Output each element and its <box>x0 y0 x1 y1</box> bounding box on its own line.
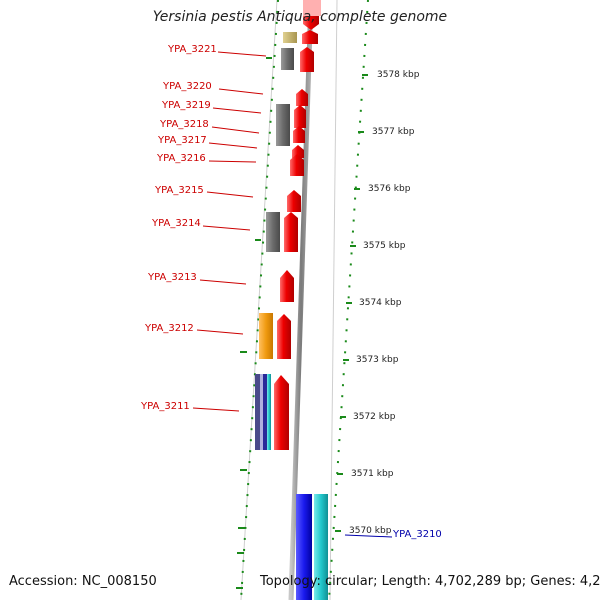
scale-tick-label: 3573 kbp <box>356 355 399 365</box>
backbone-edge-left <box>240 0 278 600</box>
red-cds <box>302 30 318 44</box>
cds-3212 <box>277 314 291 359</box>
cds-3215 <box>287 190 301 212</box>
cyan-feature-3210 <box>314 494 328 600</box>
scale-tick-label: 3578 kbp <box>377 70 420 80</box>
gc-skew-marks <box>236 57 272 589</box>
scale-tick-label: 3570 kbp <box>349 526 392 536</box>
gene-label-ypa-3212[interactable]: YPA_3212 <box>145 323 194 334</box>
gc-track-left <box>240 0 279 600</box>
gene-label-ypa-3221[interactable]: YPA_3221 <box>168 44 217 55</box>
cds-3220 <box>296 89 308 106</box>
cds-3219 <box>294 105 306 128</box>
gene-label-ypa-3217[interactable]: YPA_3217 <box>158 135 207 146</box>
gene-label-ypa-3216[interactable]: YPA_3216 <box>157 153 206 164</box>
scale-tick-label: 3576 kbp <box>368 184 411 194</box>
blue-feature-3210 <box>296 494 312 600</box>
scale-tick-label: 3575 kbp <box>363 241 406 251</box>
cds-3217 <box>292 145 304 158</box>
gray-feature-3219 <box>276 104 290 146</box>
gray-feature-3221 <box>281 48 294 70</box>
gene-label-ypa-3215[interactable]: YPA_3215 <box>155 185 204 196</box>
scale-tick-label: 3577 kbp <box>372 127 415 137</box>
genome-title: Yersinia pestis Antiqua, complete genome <box>152 9 448 25</box>
orange-feature-3212 <box>259 313 273 359</box>
multicolor-feature-3211 <box>255 374 271 450</box>
gene-label-ypa-3220[interactable]: YPA_3220 <box>163 81 212 92</box>
gc-track-right <box>328 0 369 600</box>
gene-label-ypa-3214[interactable]: YPA_3214 <box>152 218 201 229</box>
gene-label-ypa-3213[interactable]: YPA_3213 <box>148 272 197 283</box>
cds-3214 <box>284 212 298 252</box>
gene-label-ypa-3219[interactable]: YPA_3219 <box>162 100 211 111</box>
cds-3216 <box>290 154 304 176</box>
label-leaders <box>192 51 393 538</box>
cds-3211 <box>274 375 289 450</box>
scale-ticks <box>335 74 368 532</box>
top-red-cds <box>303 16 319 30</box>
gene-label-ypa-3211[interactable]: YPA_3211 <box>141 401 190 412</box>
accession-text: Accession: NC_008150 <box>9 574 157 589</box>
backbone-edge-right <box>329 0 338 600</box>
scale-tick-label: 3574 kbp <box>359 298 402 308</box>
cds-3221 <box>300 47 314 72</box>
genome-summary-text: Topology: circular; Length: 4,702,289 bp… <box>260 574 600 589</box>
top-pink-feature <box>303 0 321 16</box>
scale-tick-label: 3571 kbp <box>351 469 394 479</box>
gene-label-ypa-3210[interactable]: YPA_3210 <box>393 529 442 540</box>
tan-feature <box>283 32 297 43</box>
cds-3218 <box>293 126 305 143</box>
scale-tick-label: 3572 kbp <box>353 412 396 422</box>
gray-feature-3214 <box>266 212 280 252</box>
gene-label-ypa-3218[interactable]: YPA_3218 <box>160 119 209 130</box>
cds-3213 <box>280 270 294 302</box>
